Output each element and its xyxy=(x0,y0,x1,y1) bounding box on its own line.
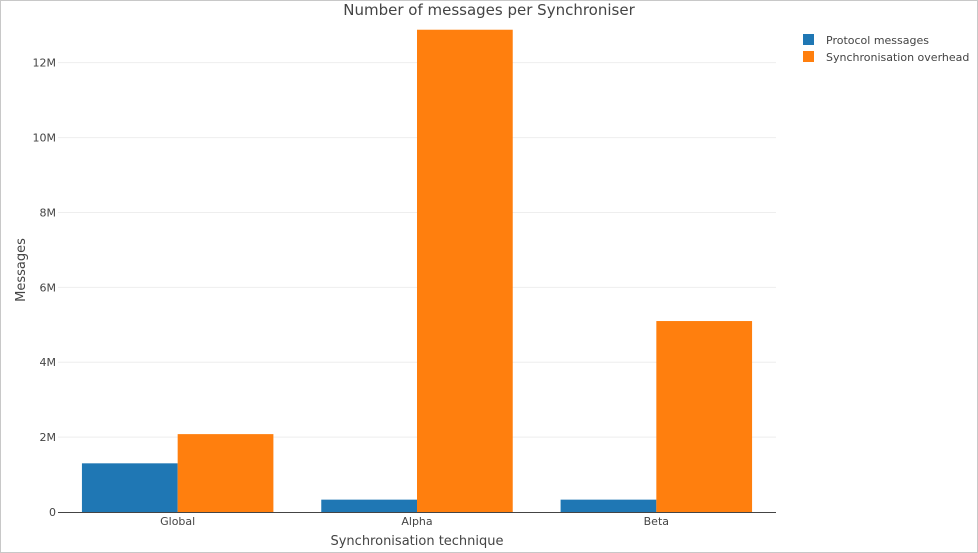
y-tick-label: 12M xyxy=(33,57,57,70)
bars xyxy=(81,29,753,512)
x-tick-label: Global xyxy=(160,515,195,528)
y-tick-label: 2M xyxy=(40,431,57,444)
x-tick-label: Beta xyxy=(644,515,669,528)
chart-title: Number of messages per Synchroniser xyxy=(343,1,635,19)
bar-synchronisation-overhead-beta xyxy=(656,321,753,512)
y-tick-label: 0 xyxy=(49,506,56,519)
bar-protocol-messages-beta xyxy=(560,499,657,512)
legend: Protocol messages Synchronisation overhe… xyxy=(803,34,969,64)
legend-swatch-protocol-messages xyxy=(803,34,814,45)
y-axis-title: Messages xyxy=(14,238,29,302)
y-tick-label: 4M xyxy=(40,356,57,369)
bar-protocol-messages-alpha xyxy=(321,499,417,512)
y-tick-label: 6M xyxy=(40,281,57,294)
x-tick-label: Alpha xyxy=(401,515,432,528)
bar-synchronisation-overhead-alpha xyxy=(417,29,513,512)
legend-swatch-synchronisation-overhead xyxy=(803,51,814,62)
legend-label-protocol-messages: Protocol messages xyxy=(826,34,929,47)
x-axis-ticks: Global Alpha Beta xyxy=(160,515,669,528)
y-tick-label: 10M xyxy=(33,132,57,145)
bar-protocol-messages-global xyxy=(81,463,178,512)
y-tick-label: 8M xyxy=(40,206,57,219)
x-axis-title: Synchronisation technique xyxy=(330,534,503,549)
y-axis-ticks: 0 2M 4M 6M 8M 10M 12M xyxy=(33,57,57,519)
bar-synchronisation-overhead-global xyxy=(177,434,274,512)
legend-label-synchronisation-overhead: Synchronisation overhead xyxy=(826,51,969,64)
